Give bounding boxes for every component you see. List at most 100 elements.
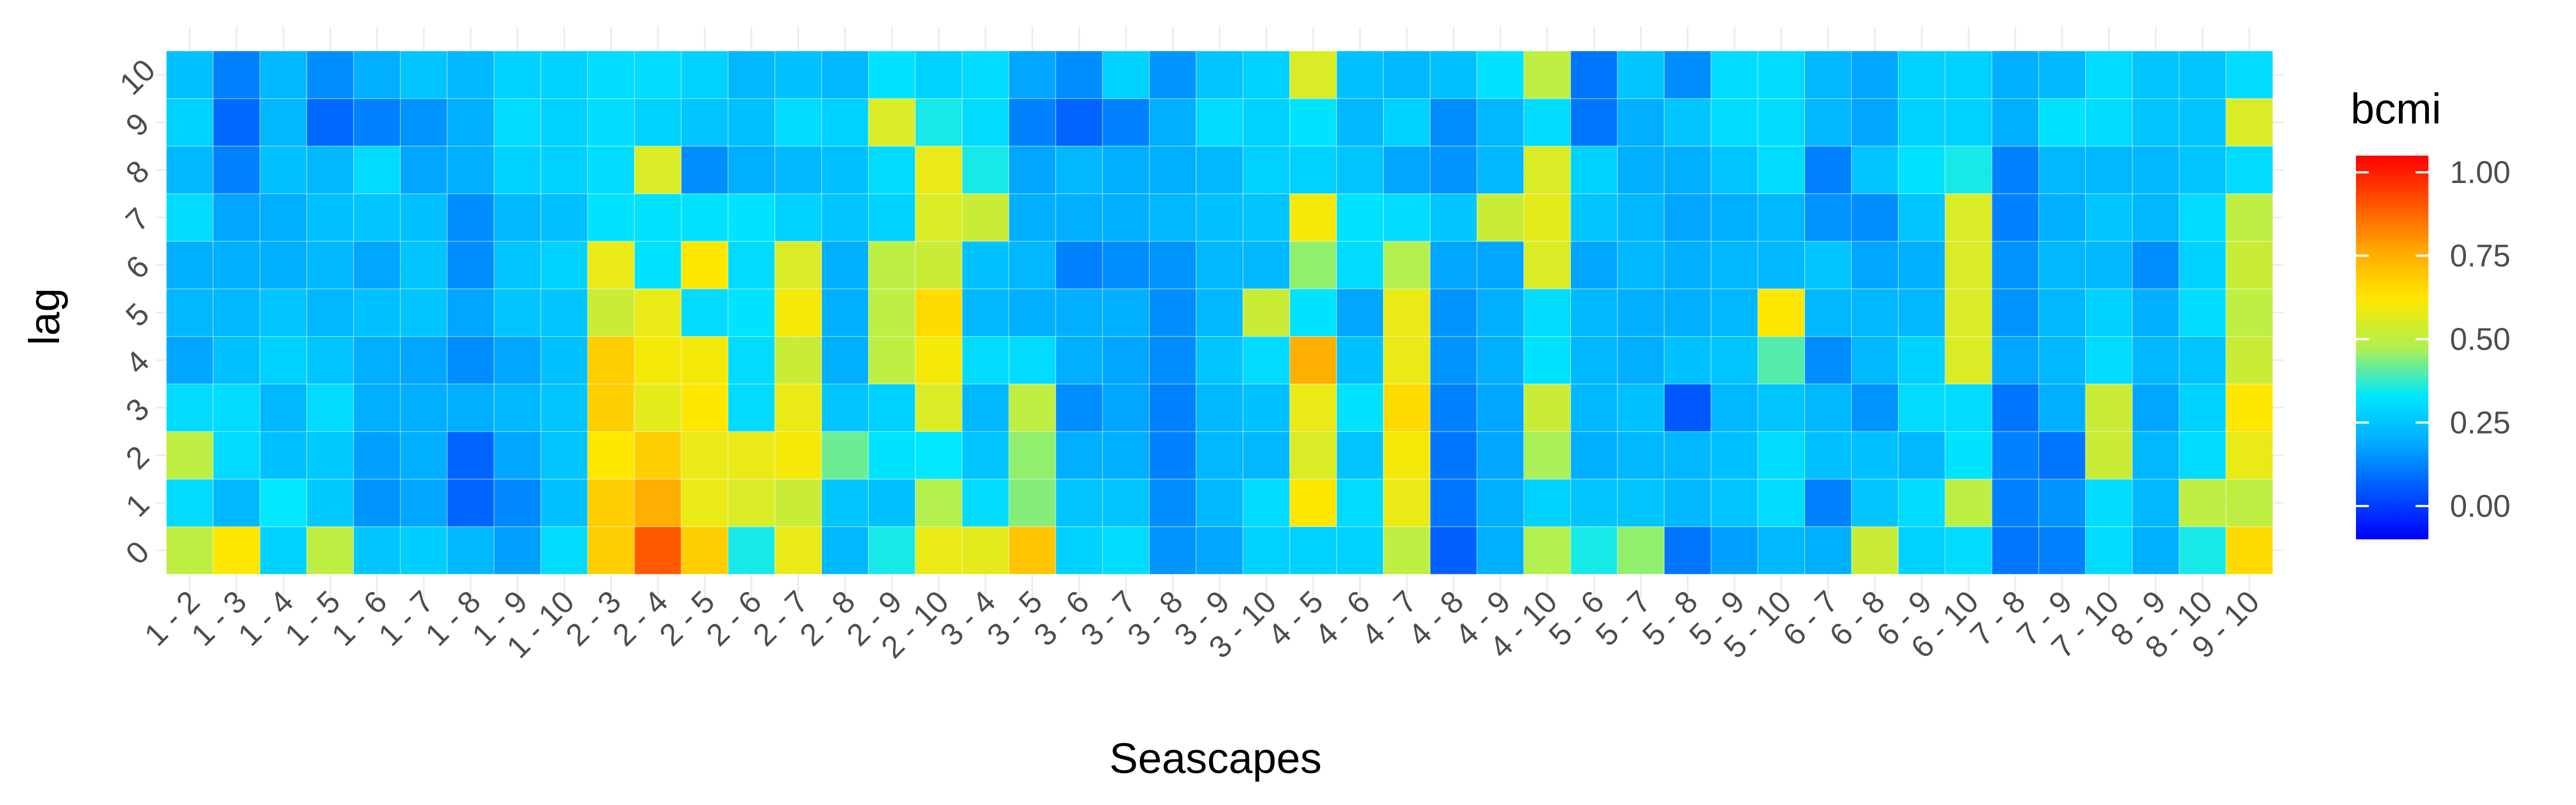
heatmap-cell bbox=[1991, 478, 2039, 528]
heatmap-cell bbox=[1617, 240, 1665, 289]
heatmap-cell bbox=[1898, 50, 1946, 99]
heatmap-cell bbox=[868, 526, 916, 575]
heatmap-cell bbox=[634, 431, 682, 480]
heatmap-cell bbox=[166, 336, 214, 385]
heatmap-cell bbox=[1008, 98, 1056, 147]
heatmap-cell bbox=[400, 145, 448, 194]
heatmap-cell bbox=[1242, 240, 1291, 289]
heatmap-cell bbox=[634, 193, 682, 242]
y-tick-label: 0 bbox=[119, 535, 156, 572]
heatmap-cell bbox=[2178, 50, 2227, 99]
heatmap-cell bbox=[2132, 145, 2180, 194]
heatmap-cell bbox=[1289, 98, 1337, 147]
heatmap-cell bbox=[868, 193, 916, 242]
legend-tick-label: 0.25 bbox=[2450, 405, 2511, 440]
heatmap-cell bbox=[1851, 193, 1899, 242]
heatmap-cell bbox=[1804, 288, 1852, 337]
heatmap-cell bbox=[259, 288, 308, 337]
heatmap-cell bbox=[1851, 431, 1899, 480]
heatmap-cell bbox=[540, 336, 588, 385]
heatmap-cell bbox=[2038, 288, 2086, 337]
heatmap-cell bbox=[1476, 145, 1525, 194]
heatmap-cell bbox=[1804, 145, 1852, 194]
heatmap-cell bbox=[1196, 288, 1243, 337]
heatmap-cell bbox=[587, 288, 635, 337]
heatmap-cell bbox=[2226, 288, 2273, 337]
heatmap-cell bbox=[493, 193, 541, 242]
heatmap-cell bbox=[1664, 526, 1712, 575]
color-legend: bcmi 0.00 0.25 0.50 0.75 1.00 bbox=[2351, 85, 2511, 539]
heatmap-cell bbox=[400, 288, 448, 337]
heatmap-cell bbox=[1242, 526, 1291, 575]
heatmap-cell bbox=[1851, 478, 1899, 528]
heatmap-cell bbox=[540, 383, 588, 432]
heatmap-cell bbox=[213, 383, 261, 432]
heatmap-cell bbox=[2178, 193, 2227, 242]
heatmap-cell bbox=[1055, 145, 1103, 194]
heatmap-cell bbox=[1523, 50, 1571, 99]
heatmap-cell bbox=[306, 431, 354, 480]
heatmap-cell bbox=[259, 50, 308, 99]
heatmap-cell bbox=[1289, 478, 1337, 528]
heatmap-cell bbox=[400, 478, 448, 528]
heatmap-cell bbox=[493, 526, 541, 575]
heatmap-cell bbox=[1289, 145, 1337, 194]
y-axis-title: lag bbox=[20, 288, 68, 346]
heatmap-cell bbox=[1055, 478, 1103, 528]
heatmap-cell bbox=[400, 50, 448, 99]
heatmap-cell bbox=[1991, 50, 2039, 99]
heatmap-cell bbox=[1148, 478, 1197, 528]
heatmap-cell bbox=[2226, 431, 2273, 480]
heatmap-cell bbox=[1523, 478, 1571, 528]
heatmap-cell bbox=[1055, 336, 1103, 385]
heatmap-cell bbox=[1991, 240, 2039, 289]
heatmap-cell bbox=[821, 478, 869, 528]
heatmap-cell bbox=[774, 288, 822, 337]
heatmap-cell bbox=[774, 383, 822, 432]
heatmap-cell bbox=[2085, 240, 2133, 289]
heatmap-cell bbox=[166, 526, 214, 575]
heatmap-cell bbox=[259, 98, 308, 147]
heatmap-cell bbox=[774, 336, 822, 385]
heatmap-cell bbox=[1476, 431, 1525, 480]
heatmap-cell bbox=[1336, 50, 1384, 99]
heatmap-cell bbox=[1383, 288, 1431, 337]
heatmap-cell bbox=[166, 288, 214, 337]
heatmap-cell bbox=[2178, 478, 2227, 528]
heatmap-cell bbox=[1664, 431, 1712, 480]
heatmap-cell bbox=[1710, 431, 1759, 480]
heatmap-cell bbox=[1102, 288, 1150, 337]
heatmap-cell bbox=[1476, 478, 1525, 528]
heatmap-cell bbox=[353, 50, 401, 99]
heatmap-cell bbox=[2226, 336, 2273, 385]
heatmap-cell bbox=[1102, 526, 1150, 575]
heatmap-cell bbox=[1710, 526, 1759, 575]
heatmap-cell bbox=[447, 478, 495, 528]
heatmap-cell bbox=[1757, 336, 1805, 385]
heatmap-cell bbox=[821, 431, 869, 480]
heatmap-cell bbox=[1523, 98, 1571, 147]
heatmap-cell bbox=[680, 50, 729, 99]
heatmap-cell bbox=[353, 526, 401, 575]
heatmap-cell bbox=[2226, 98, 2273, 147]
heatmap-cell bbox=[914, 240, 963, 289]
heatmap-cell bbox=[1757, 526, 1805, 575]
legend-tick-label: 1.00 bbox=[2450, 155, 2511, 190]
heatmap-cell bbox=[727, 193, 775, 242]
heatmap-cell bbox=[1570, 145, 1618, 194]
heatmap-cell bbox=[1851, 240, 1899, 289]
heatmap-cell bbox=[1757, 193, 1805, 242]
heatmap-cell bbox=[1242, 478, 1291, 528]
heatmap-cell bbox=[634, 50, 682, 99]
heatmap-cell bbox=[821, 98, 869, 147]
heatmap-cell bbox=[2132, 478, 2180, 528]
heatmap-cell bbox=[353, 478, 401, 528]
heatmap-cell bbox=[821, 193, 869, 242]
heatmap-cell bbox=[259, 193, 308, 242]
heatmap-cell bbox=[1944, 50, 1993, 99]
heatmap-cell bbox=[727, 383, 775, 432]
heatmap-cell bbox=[2038, 145, 2086, 194]
heatmap-cell bbox=[774, 240, 822, 289]
heatmap-cell bbox=[868, 240, 916, 289]
heatmap-cell bbox=[1196, 145, 1243, 194]
